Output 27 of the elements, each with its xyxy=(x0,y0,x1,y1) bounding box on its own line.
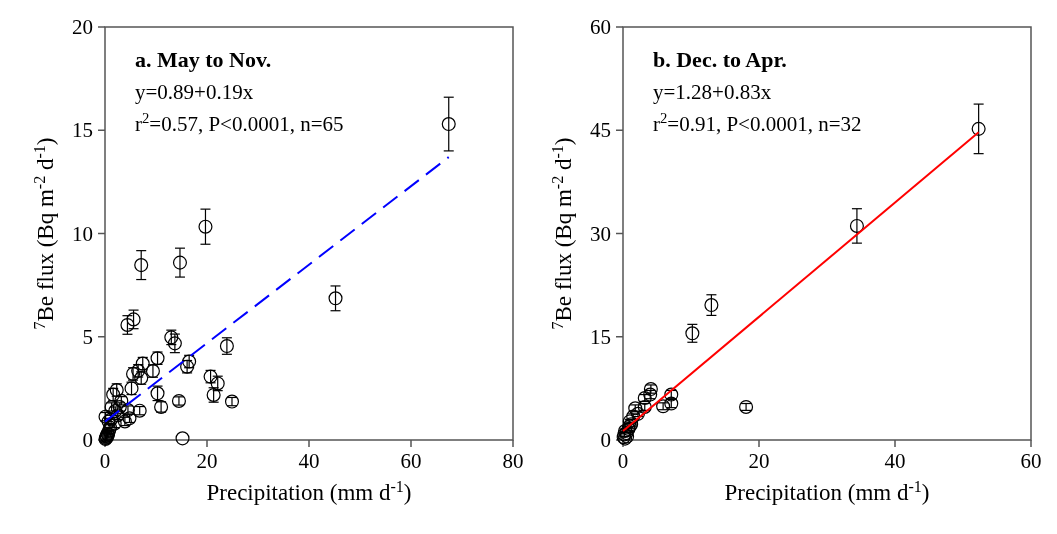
y-tick-label: 5 xyxy=(82,324,93,349)
x-tick-label: 20 xyxy=(196,449,218,473)
y-tick-label: 15 xyxy=(590,324,611,349)
x-tick-label: 0 xyxy=(617,449,629,473)
x-tick-label: 60 xyxy=(1020,449,1042,473)
text: b. Dec. to Apr. xyxy=(653,47,787,72)
annotation: y=0.89+0.19x xyxy=(135,80,254,104)
y-tick-label: 10 xyxy=(72,221,93,246)
x-tick-label: 60 xyxy=(400,449,422,473)
y-tick-label: 60 xyxy=(590,15,611,39)
x-axis-title: Precipitation (mm d$^{-1}$) xyxy=(724,477,930,505)
y-tick-label: 45 xyxy=(590,118,611,143)
x-axis-title: Precipitation (mm d$^{-1}$) xyxy=(206,477,412,505)
x-tick-label: 40 xyxy=(298,449,320,473)
text: a. May to Nov. xyxy=(135,47,272,72)
y-tick-label: 0 xyxy=(600,428,611,452)
annotation: r$^{2}$=0.91, P<0.0001, n=32 xyxy=(653,110,862,136)
y-tick-label: 0 xyxy=(82,428,93,452)
x-tick-label: 20 xyxy=(748,449,770,473)
x-tick-label: 40 xyxy=(884,449,906,473)
x-tick-label: 0 xyxy=(99,449,111,473)
x-tick-label: 80 xyxy=(502,449,524,473)
y-tick-label: 20 xyxy=(72,15,93,39)
annotation: y=1.28+0.83x xyxy=(653,80,772,104)
annotation: r$^{2}$=0.57, P<0.0001, n=65 xyxy=(135,110,344,136)
y-tick-label: 30 xyxy=(590,221,611,246)
y-tick-label: 15 xyxy=(72,118,93,143)
